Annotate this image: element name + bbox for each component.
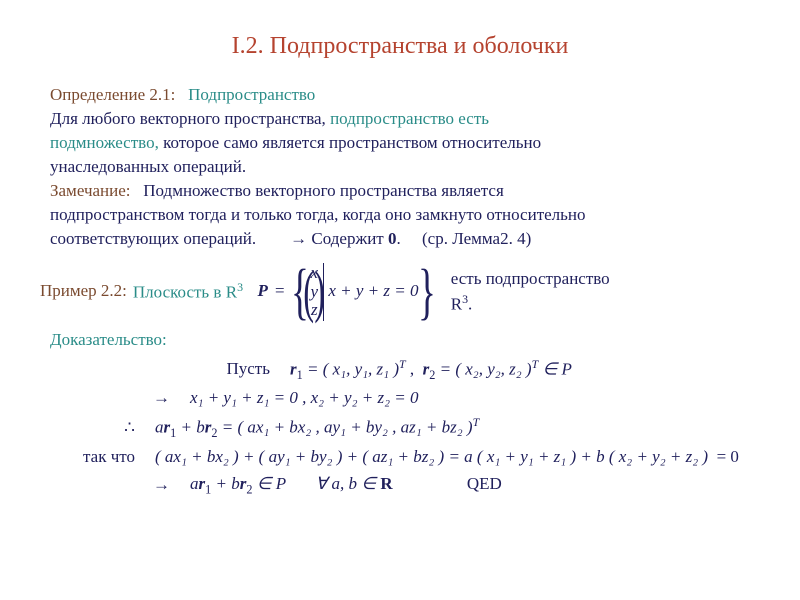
remark-label: Замечание: <box>50 181 131 200</box>
example-tail: есть подпространство R3. <box>451 268 610 317</box>
proof-line-2: → x₁ + y₁ + z₁ = 0 , x₂ + y₂ + z₂ = 0 <box>40 387 760 410</box>
remark-arrow: → <box>290 229 307 248</box>
remark-l3b: Содержит <box>311 229 383 248</box>
remark-cf: (ср. Лемма2. 4) <box>422 229 531 248</box>
example-eq-sym: = <box>274 280 285 303</box>
example-term: Плоскость в R3 <box>133 279 243 305</box>
definition-term: Подпространство <box>188 85 315 104</box>
remark-l3c: . <box>396 229 400 248</box>
remark-l3a: соответствующих операций. <box>50 229 256 248</box>
definition-block: Определение 2.1: Подпространство Для люб… <box>50 84 760 251</box>
def-text-2b: которое само является пространством отно… <box>163 133 541 152</box>
def-text-2a: подмножество, <box>50 133 159 152</box>
qed: QED <box>467 474 502 493</box>
proof-line-1: Пусть r1 = ( x₁, y₁, z₁ )T , r2 = ( x₂, … <box>40 356 760 384</box>
proof-label: Доказательство: <box>50 329 760 352</box>
set-expression: { ( x y z ) x + y + z = 0 } <box>291 261 436 323</box>
example-P: P <box>258 280 268 303</box>
proof-line-5: → ar1 + br2 ∈ P ∀ a, b ∈ R QED <box>40 473 760 498</box>
proof-line-3: ∴ ar1 + br2 = ( ax₁ + bx₂ , ay₁ + by₂ , … <box>40 414 760 442</box>
example-label: Пример 2.2: <box>40 280 127 303</box>
remark-l2: подпространством тогда и только тогда, к… <box>50 204 760 227</box>
definition-label: Определение 2.1: <box>50 85 175 104</box>
remark-l1: Подмножество векторного пространства явл… <box>143 181 504 200</box>
set-condition: x + y + z = 0 <box>328 280 418 303</box>
def-text-3: унаследованных операций. <box>50 156 760 179</box>
example-row: Пример 2.2: Плоскость в R3 P = { ( x y z… <box>40 261 760 323</box>
page-title: I.2. Подпространства и оболочки <box>40 30 760 62</box>
proof-line-4: так что ( ax₁ + bx₂ ) + ( ay₁ + by₂ ) + … <box>40 446 760 469</box>
def-text-1a: Для любого векторного пространства, <box>50 109 326 128</box>
def-text-1b: подпространство есть <box>330 109 489 128</box>
